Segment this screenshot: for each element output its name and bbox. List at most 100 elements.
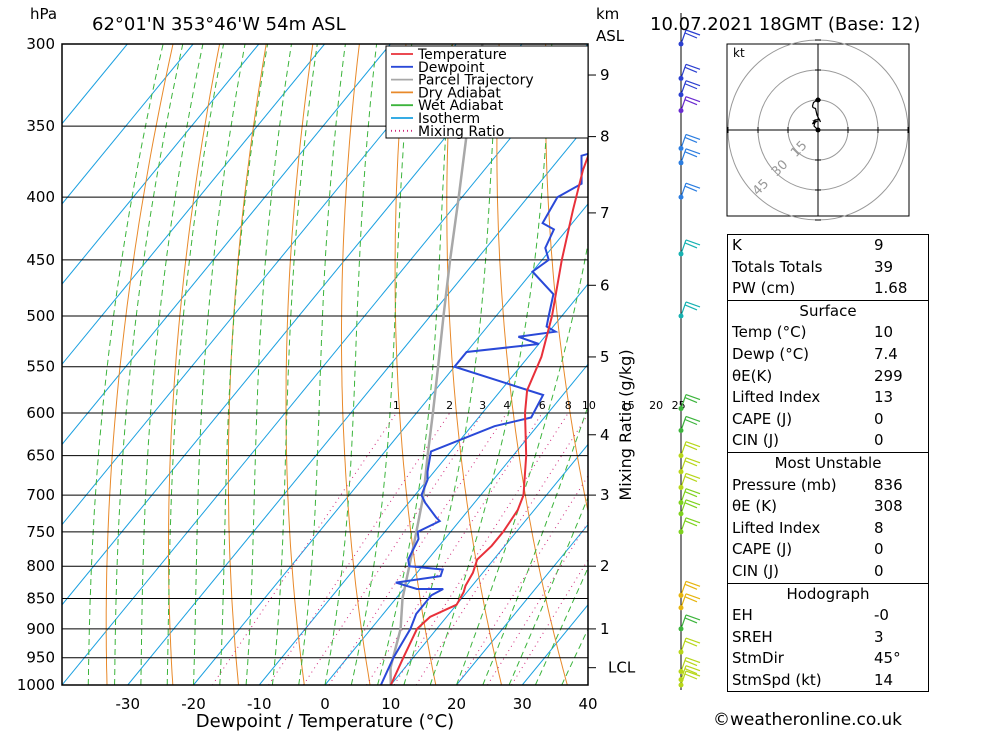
index-row: Pressure (mb) 836	[728, 475, 928, 497]
wind-barb-flag	[684, 444, 698, 451]
index-value: 7.4	[874, 344, 898, 363]
wind-barb	[678, 441, 701, 459]
legend-entry: Mixing Ratio	[418, 124, 504, 140]
wind-barb	[678, 80, 701, 98]
temperature-tick-label: 10	[381, 695, 400, 713]
legend-entry: Dewpoint	[418, 60, 485, 76]
index-value: 14	[874, 670, 894, 689]
wind-barb-flag	[685, 148, 701, 155]
wind-barb-flag	[685, 133, 701, 140]
pressure-tick-label: 400	[26, 188, 55, 206]
mixing-ratio-line	[456, 475, 588, 685]
isotherm-line	[62, 44, 194, 205]
height-tick-label: 9	[600, 66, 610, 84]
wind-barb	[678, 239, 701, 257]
height-tick-label: 5	[600, 348, 610, 366]
index-label: Dewp (°C)	[732, 344, 810, 363]
index-label: EH	[732, 606, 753, 625]
wind-barb-flag	[685, 457, 701, 464]
index-value: 10	[874, 323, 894, 342]
height-tick-label: 2	[600, 557, 610, 575]
isotherm-line	[62, 44, 391, 446]
indices-hodograph-section: Hodograph EH -0 SREH 3 StmDir 45° StmSpd (k…	[728, 582, 928, 692]
index-value: 9	[874, 236, 884, 254]
dry-adiabat-line	[496, 44, 568, 685]
index-value: 45°	[874, 649, 901, 668]
wind-barb	[678, 415, 701, 433]
wind-barb	[678, 394, 701, 412]
dry-adiabat-line	[919, 44, 1000, 685]
wind-barb-flag	[684, 673, 698, 680]
index-row: Lifted Index 13	[728, 387, 928, 409]
pressure-tick-label: 950	[26, 649, 55, 667]
index-row-pw: PW (cm) 1.68	[728, 278, 928, 300]
index-row: CAPE (J) 0	[728, 539, 928, 561]
index-row: θE(K) 299	[728, 366, 928, 388]
indices-most-unstable-section: Most Unstable Pressure (mb) 836 θE (K) 308…	[728, 451, 928, 583]
mixing-ratio-line	[366, 412, 543, 685]
mixing-ratio-label: 10	[582, 399, 596, 412]
index-row-totals: Totals Totals 39	[728, 257, 928, 279]
section-title: Hodograph	[786, 584, 870, 603]
index-value: 3	[874, 627, 884, 646]
wind-barb-flag	[684, 617, 698, 624]
index-label: Totals Totals	[732, 257, 823, 276]
wind-barb	[678, 148, 701, 166]
mixing-ratio-line	[302, 412, 484, 685]
wind-barb-dot	[678, 626, 684, 632]
height-tick-label: 7	[600, 204, 610, 222]
wind-barb	[678, 614, 701, 632]
index-label: θE (K)	[732, 497, 777, 516]
wind-barb-dot	[678, 194, 684, 200]
wind-barb-dot	[678, 484, 684, 490]
index-value: 836	[874, 475, 903, 494]
wind-barb-flag	[685, 239, 701, 246]
hodograph-start-dot	[815, 127, 821, 133]
dry-adiabat-line	[227, 44, 267, 685]
index-row: SREH 3	[728, 627, 928, 649]
index-label: CIN (J)	[732, 431, 780, 450]
pressure-tick-label: 450	[26, 251, 55, 269]
index-row: θE (K) 308	[728, 496, 928, 518]
pressure-tick-label: 1000	[17, 676, 55, 694]
mixing-ratio-label: 6	[539, 399, 546, 412]
header-location: 62°01'N 353°46'W 54m ASL	[92, 14, 346, 35]
wind-barb-dot	[678, 649, 684, 655]
mixing-ratio-label: 8	[565, 399, 572, 412]
wind-barb-dot	[678, 145, 684, 151]
wet-adiabat-line	[403, 44, 499, 685]
header-date: 10.07.2021 18GMT (Base: 12)	[650, 14, 920, 35]
wet-adiabat-line	[534, 566, 588, 685]
index-label: StmDir	[732, 649, 784, 668]
temperature-tick-label: -10	[247, 695, 272, 713]
hodograph-trace	[811, 99, 822, 131]
wind-barb-dot	[678, 406, 684, 412]
mixing-ratio-label: 2	[446, 399, 453, 412]
index-label: θE(K)	[732, 366, 773, 385]
index-label: CAPE (J)	[732, 409, 793, 428]
legend-box	[385, 45, 589, 139]
index-value: 299	[874, 366, 903, 385]
wind-barb-flag	[684, 640, 698, 647]
wind-barb	[678, 472, 701, 490]
wind-barb-flag	[685, 63, 701, 70]
wind-barb	[678, 656, 701, 675]
index-value: 13	[874, 388, 894, 407]
wind-barb-flag	[685, 499, 701, 506]
wet-adiabat-line	[87, 44, 164, 685]
pressure-tick-label: 850	[26, 589, 55, 607]
wind-barb-flag	[684, 66, 698, 73]
wind-barb-dot	[678, 605, 684, 611]
credit-link[interactable]: ©weatheronline.co.uk	[713, 710, 903, 730]
wind-barb-flag	[685, 580, 701, 587]
index-row: StmSpd (kt) 14	[728, 670, 928, 692]
pressure-tick-label: 550	[26, 358, 55, 376]
wind-barb	[678, 517, 701, 535]
section-title: Surface	[799, 301, 857, 320]
dry-adiabat-line	[285, 44, 314, 685]
index-row: Temp (°C) 10	[728, 322, 928, 344]
index-label: StmSpd (kt)	[732, 670, 822, 689]
dewpoint-line	[379, 152, 588, 685]
